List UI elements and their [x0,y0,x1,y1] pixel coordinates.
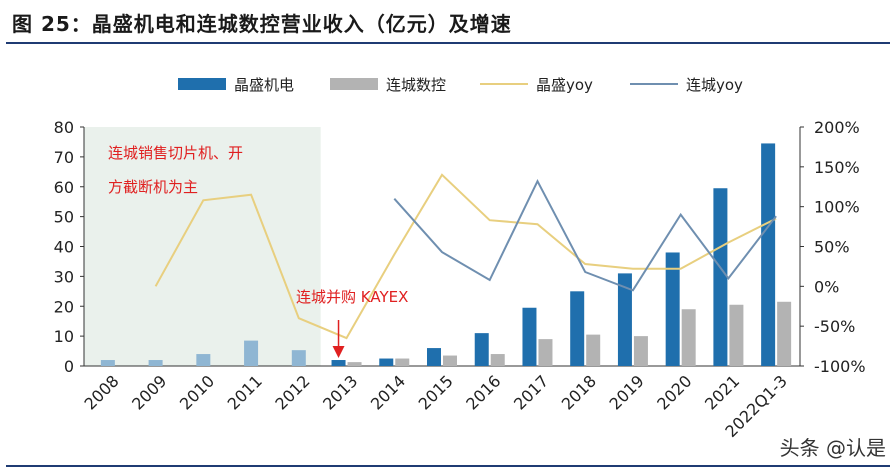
y-left-tick-label: 0 [64,357,74,376]
shaded-region-layer [84,127,321,366]
bar-layer [100,143,792,366]
bar-liancheng [443,355,457,366]
x-tick-label: 2010 [176,371,218,413]
bar-jingsheng [761,143,776,366]
legend-swatch [330,78,378,90]
y-left-tick-label: 10 [54,327,74,346]
bar-liancheng [729,304,744,366]
x-tick-label: 2021 [701,371,743,413]
acquisition-annotation: 连城并购 KAYEX [296,288,408,306]
legend-label: 晶盛yoy [536,76,593,94]
bar-jingsheng [148,360,163,366]
bar-jingsheng [291,350,306,366]
bar-liancheng [777,301,792,366]
x-tick-label: 2011 [224,371,266,413]
bar-jingsheng [713,188,728,366]
bar-jingsheng [570,291,585,366]
bar-jingsheng [331,360,346,366]
y-right-tick-label: 200% [814,118,860,137]
line-layer [154,173,777,340]
bar-liancheng [490,354,505,366]
line-liancheng-yoy [393,178,777,292]
bar-jingsheng [379,358,394,366]
legend: 晶盛机电 连城数控 晶盛yoy 连城yoy [178,76,743,94]
x-tick-label: 2013 [319,371,361,413]
y-left-tick-label: 70 [54,148,74,167]
shaded-annotation-line1: 连城销售切片机、开 [108,144,243,162]
x-tick-label: 2017 [510,371,552,413]
x-tick-label: 2014 [367,371,409,413]
x-tick-label: 2018 [558,371,600,413]
y-left-tick-label: 30 [54,267,74,286]
y-right-tick-label: 50% [814,238,850,257]
legend-label: 连城yoy [686,76,743,94]
bar-jingsheng [427,348,441,366]
watermark: 头条 @认是 [779,436,886,460]
bar-jingsheng [100,360,115,366]
bar-liancheng [538,339,553,366]
y-right-tick-label: -50% [814,317,855,336]
x-tick-label: 2015 [415,371,457,413]
legend-label: 连城数控 [386,76,446,94]
legend-swatch [178,78,226,90]
legend-label: 晶盛机电 [234,76,294,94]
y-right-tick-label: 0% [814,277,839,296]
bar-jingsheng [244,340,259,366]
shaded-period-2008-2012 [84,127,321,366]
bar-liancheng [395,358,410,366]
chart-title: 图 25：晶盛机电和连城数控营业收入（亿元）及增速 [12,12,512,36]
y-right-tick-label: 150% [814,158,860,177]
x-tick-label: 2020 [653,371,695,413]
y-left-tick-label: 60 [54,178,74,197]
bar-liancheng [347,362,362,366]
bottom-divider [6,465,890,467]
y-right-tick-label: 100% [814,198,860,217]
arrow-head [332,346,345,358]
line-jingsheng-yoy [154,173,777,340]
bar-jingsheng [665,252,680,366]
x-tick-label: 2009 [128,371,170,413]
annotation-arrow [332,320,345,358]
y-left-tick-label: 50 [54,208,74,227]
bar-jingsheng [617,273,632,366]
bar-jingsheng [474,333,489,366]
x-tick-label: 2008 [80,371,122,413]
title-divider [6,42,890,44]
y-right-tick-label: -100% [814,357,866,376]
y-left-tick-label: 20 [54,297,74,316]
shaded-annotation-line2: 方截断机为主 [108,178,198,196]
x-tick-label: 2012 [271,371,313,413]
x-tick-label: 2019 [606,371,648,413]
bar-liancheng [586,334,601,366]
bar-jingsheng [522,307,537,366]
bar-liancheng [633,336,648,366]
x-tick-label: 2016 [462,371,504,413]
bar-liancheng [681,309,696,366]
y-left-tick-label: 40 [54,238,74,257]
bar-jingsheng [196,354,211,366]
y-left-tick-label: 80 [54,118,74,137]
